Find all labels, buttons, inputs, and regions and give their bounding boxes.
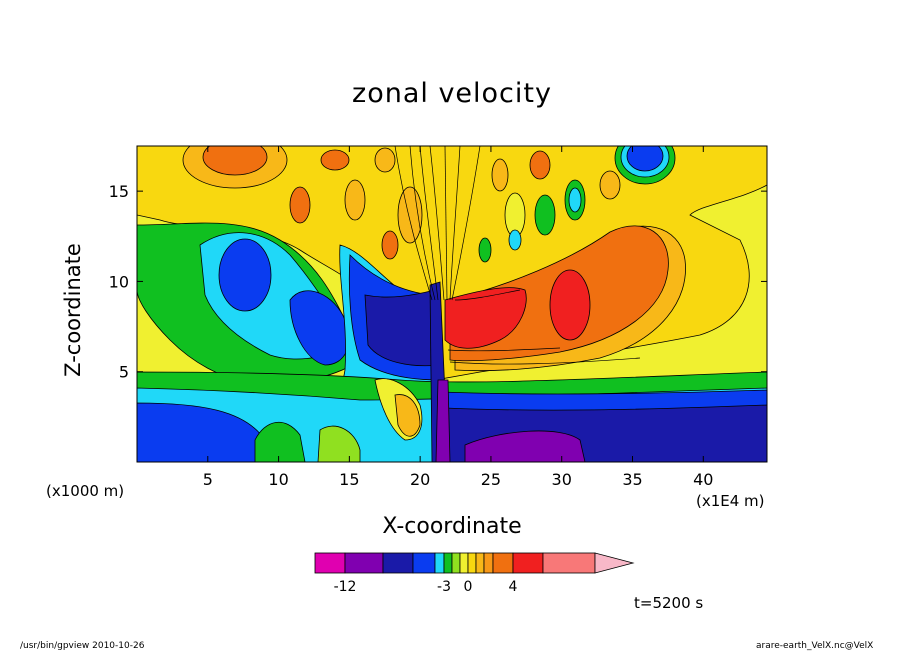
colorbar-swatch <box>459 552 469 574</box>
footer-program: /usr/bin/gpview 2010-10-26 <box>20 641 145 651</box>
colorbar-swatch <box>483 552 494 574</box>
colorbar-swatch <box>412 552 436 574</box>
y-tick-label: 15 <box>109 182 129 201</box>
x-tick-label: 5 <box>203 470 213 489</box>
colorbar-swatch <box>512 552 544 574</box>
x-tick-label: 20 <box>410 470 430 489</box>
colorbar-tick-label: 4 <box>509 579 518 595</box>
colorbar: -12 -3 0 4 <box>314 552 635 595</box>
colorbar-swatch <box>443 552 453 574</box>
plot-frame <box>136 145 768 463</box>
y-axis: 5 10 15 <box>109 182 767 382</box>
colorbar-tick-label: -3 <box>437 579 451 595</box>
x-tick-label: 15 <box>339 470 359 489</box>
colorbar-swatch <box>492 552 514 574</box>
footer-variable: arare-earth_VelX.nc@VelX <box>756 641 874 651</box>
colorbar-swatch <box>542 552 596 574</box>
x-tick-label: 25 <box>481 470 501 489</box>
x-axis-label: X-coordinate <box>382 514 522 539</box>
contour-field <box>137 146 767 462</box>
x-unit-right-label: (x1E4 m) <box>696 492 765 510</box>
y-axis-label: Z-coordinate <box>61 243 85 377</box>
colorbar-swatch <box>382 552 414 574</box>
y-tick-label: 5 <box>119 363 129 382</box>
colorbar-tick-label: 0 <box>464 579 473 595</box>
colorbar-arrow <box>594 552 635 574</box>
colorbar-tick-label: -12 <box>334 579 357 595</box>
time-label: t=5200 s <box>634 594 704 612</box>
chart-title: zonal velocity <box>352 78 552 109</box>
colorbar-swatch <box>467 552 477 574</box>
y-tick-label: 10 <box>109 272 129 291</box>
x-tick-label: 30 <box>552 470 572 489</box>
x-unit-left-label: (x1000 m) <box>46 482 125 500</box>
x-tick-label: 40 <box>693 470 713 489</box>
x-axis: 5 10 15 20 25 30 35 40 <box>203 146 713 489</box>
x-tick-label: 35 <box>622 470 642 489</box>
colorbar-swatch <box>314 552 346 574</box>
x-tick-label: 10 <box>268 470 288 489</box>
colorbar-swatch <box>434 552 445 574</box>
colorbar-swatch <box>475 552 485 574</box>
colorbar-swatch <box>344 552 384 574</box>
colorbar-swatch <box>451 552 461 574</box>
